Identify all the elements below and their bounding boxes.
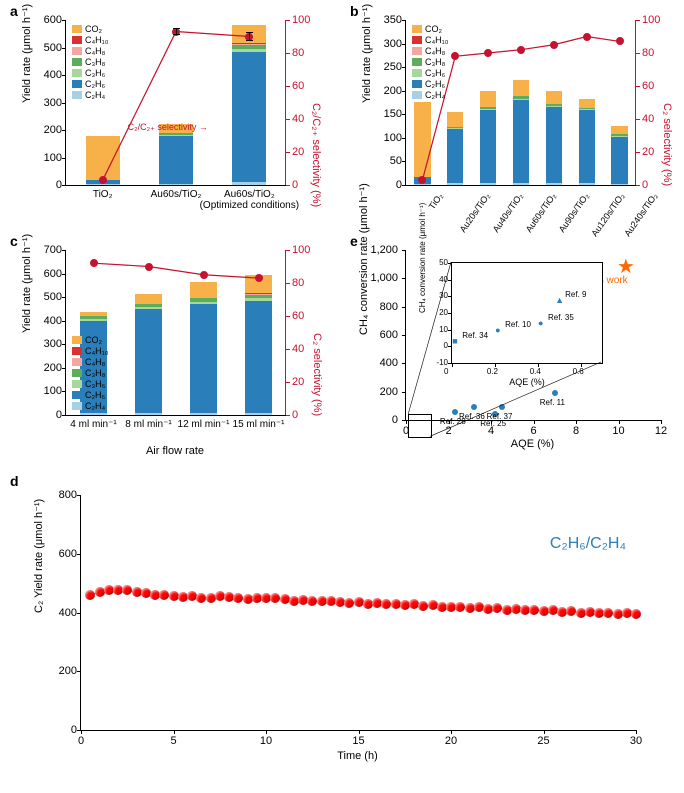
panel-d: d0200400600800051015202530C₂H₆/C₂H₄C₂ Yi… bbox=[10, 475, 674, 775]
plot-area: 050100150200250300350020406080100TiO₂Au2… bbox=[405, 20, 636, 186]
plot-area: 02004006008001,0001,200024681012★This wo… bbox=[405, 250, 661, 421]
panel-a: a0100200300400500600020406080100TiO₂Au60… bbox=[10, 5, 340, 215]
legend: CO₂C₄H₁₀C₄H₈C₃H₈C₃H₆C₂H₆C₂H₄ bbox=[72, 335, 108, 412]
legend: CO₂C₄H₁₀C₄H₈C₃H₈C₃H₆C₂H₆C₂H₄ bbox=[412, 24, 448, 101]
plot-area: 0200400600800051015202530C₂H₆/C₂H₄ bbox=[80, 495, 636, 731]
plot-area: 0100200300400500600020406080100TiO₂Au60s… bbox=[65, 20, 286, 186]
panel-e: e02004006008001,0001,200024681012★This w… bbox=[350, 235, 680, 455]
figure-page: { "colors": { "CO2":"#f8b048","C4H10":"#… bbox=[0, 0, 684, 793]
plot-area: 01002003004005006007000204060801004 ml m… bbox=[65, 250, 286, 416]
panel-b: b050100150200250300350020406080100TiO₂Au… bbox=[350, 5, 680, 215]
panel-c: c01002003004005006007000204060801004 ml … bbox=[10, 235, 340, 455]
legend: CO₂C₄H₁₀C₄H₈C₃H₈C₃H₆C₂H₆C₂H₄ bbox=[72, 24, 108, 101]
